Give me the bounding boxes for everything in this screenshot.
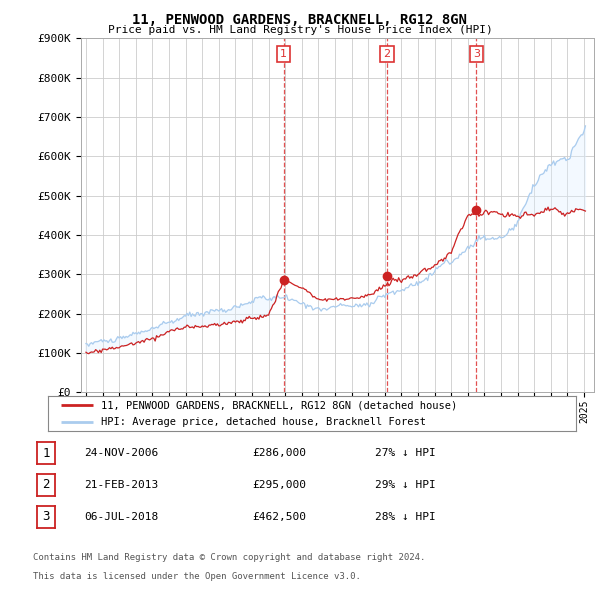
Text: 11, PENWOOD GARDENS, BRACKNELL, RG12 8GN: 11, PENWOOD GARDENS, BRACKNELL, RG12 8GN bbox=[133, 13, 467, 27]
Text: £295,000: £295,000 bbox=[252, 480, 306, 490]
Text: Price paid vs. HM Land Registry's House Price Index (HPI): Price paid vs. HM Land Registry's House … bbox=[107, 25, 493, 35]
Text: 24-NOV-2006: 24-NOV-2006 bbox=[84, 448, 158, 458]
Text: 29% ↓ HPI: 29% ↓ HPI bbox=[375, 480, 436, 490]
Text: 1: 1 bbox=[43, 447, 50, 460]
Text: 3: 3 bbox=[473, 49, 480, 59]
Text: This data is licensed under the Open Government Licence v3.0.: This data is licensed under the Open Gov… bbox=[33, 572, 361, 581]
Text: 2: 2 bbox=[43, 478, 50, 491]
Text: 28% ↓ HPI: 28% ↓ HPI bbox=[375, 512, 436, 522]
Text: 27% ↓ HPI: 27% ↓ HPI bbox=[375, 448, 436, 458]
Text: 11, PENWOOD GARDENS, BRACKNELL, RG12 8GN (detached house): 11, PENWOOD GARDENS, BRACKNELL, RG12 8GN… bbox=[101, 401, 457, 411]
Text: 1: 1 bbox=[280, 49, 287, 59]
Text: 06-JUL-2018: 06-JUL-2018 bbox=[84, 512, 158, 522]
Text: 2: 2 bbox=[383, 49, 391, 59]
Text: £462,500: £462,500 bbox=[252, 512, 306, 522]
Text: 21-FEB-2013: 21-FEB-2013 bbox=[84, 480, 158, 490]
Text: 3: 3 bbox=[43, 510, 50, 523]
Text: HPI: Average price, detached house, Bracknell Forest: HPI: Average price, detached house, Brac… bbox=[101, 417, 426, 427]
Text: £286,000: £286,000 bbox=[252, 448, 306, 458]
Text: Contains HM Land Registry data © Crown copyright and database right 2024.: Contains HM Land Registry data © Crown c… bbox=[33, 553, 425, 562]
